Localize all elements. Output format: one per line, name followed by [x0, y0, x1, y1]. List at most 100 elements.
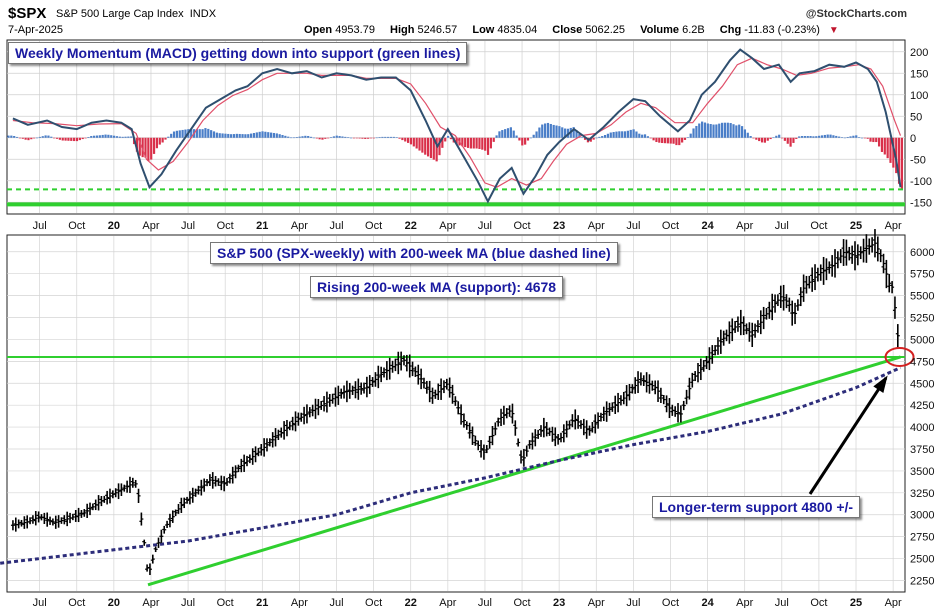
macd-histogram-bar [786, 137, 789, 144]
macd-histogram-bar [852, 135, 855, 138]
macd-histogram-bar [718, 123, 721, 138]
macd-histogram-bar [372, 137, 375, 139]
macd-histogram-bar [849, 136, 852, 138]
macd-histogram-bar [44, 135, 47, 138]
macd-histogram-bar [598, 136, 601, 138]
macd-histogram-bar [606, 133, 610, 138]
macd-histogram-bar [170, 133, 173, 138]
macd-histogram-bar [412, 137, 415, 147]
macd-histogram-bar [124, 136, 127, 138]
macd-histogram-bar [378, 137, 381, 138]
macd-histogram-bar [455, 137, 458, 145]
price-y-tick-label: 2750 [910, 532, 934, 544]
macd-histogram-bar [198, 129, 201, 138]
macd-x-tick-label: 25 [850, 220, 862, 232]
macd-histogram-bar [295, 137, 298, 138]
macd-histogram-bar [692, 128, 695, 138]
macd-histogram-bar [404, 137, 407, 142]
pointer-arrow-head [873, 375, 888, 393]
macd-histogram-bar [603, 135, 607, 138]
macd-histogram-bar [53, 137, 56, 139]
macd-histogram-bar [24, 137, 27, 140]
price-y-axis-labels: 6000 5750 5500 5250 5000 4750 4500 4250 4000 3750… [910, 247, 934, 588]
macd-histogram-bar [161, 137, 164, 143]
macd-histogram-bar [803, 136, 806, 138]
price-y-tick-label: 3250 [910, 488, 934, 500]
macd-histogram-bar [555, 125, 558, 138]
macd-histogram-bar [207, 128, 210, 138]
macd-histogram-bar [327, 137, 330, 139]
price-y-tick-label: 5000 [910, 334, 934, 346]
macd-histogram-bar [289, 137, 293, 139]
macd-histogram-bar [444, 137, 447, 142]
price-x-tick-label: 24 [701, 597, 714, 608]
macd-histogram-bar [429, 137, 433, 159]
macd-histogram-bar [309, 136, 313, 138]
price-y-tick-label: 3500 [910, 466, 934, 478]
macd-histogram-bar [152, 137, 156, 154]
macd-histogram-bar [81, 137, 84, 140]
price-x-tick-label: Apr [439, 597, 456, 608]
macd-histogram-bar [661, 137, 664, 144]
macd-histogram-bar [780, 137, 784, 139]
macd-histogram-bar [352, 137, 355, 139]
macd-histogram-bar [766, 137, 769, 141]
macd-histogram-bar [666, 137, 669, 144]
macd-histogram-bar [315, 137, 318, 139]
price-y-tick-label: 4750 [910, 356, 934, 368]
macd-histogram-bar [110, 135, 113, 138]
signal-line [12, 57, 902, 188]
macd-histogram-bar [284, 135, 287, 138]
macd-histogram-bar [73, 137, 76, 142]
macd-histogram-bar [481, 137, 484, 150]
macd-histogram-bar [792, 137, 795, 143]
macd-x-tick-label: Apr [588, 220, 605, 232]
macd-histogram-bar [529, 137, 532, 139]
macd-histogram-bar [10, 135, 13, 138]
macd-histogram-bar [155, 137, 159, 149]
macd-x-tick-label: Oct [217, 220, 234, 232]
macd-histogram-bar [678, 137, 681, 146]
macd-histogram-bar [449, 137, 453, 140]
volume-readout: Volume 6.2B [640, 24, 705, 36]
macd-histogram-bar [275, 133, 278, 138]
macd-annotation: Weekly Momentum (MACD) getting down into… [8, 42, 468, 64]
macd-x-tick-label: Jul [775, 220, 789, 232]
high-readout: High 5246.57 [390, 24, 458, 36]
macd-histogram-bar [583, 137, 587, 140]
macd-histogram-bar [75, 137, 79, 142]
macd-histogram-bar [521, 137, 524, 146]
macd-histogram-bar [175, 130, 178, 138]
macd-histogram-bar [461, 137, 464, 147]
macd-histogram-bar [181, 129, 184, 138]
change-readout: Chg -11.83 (-0.23%) ▼ [719, 24, 839, 36]
macd-histogram-bar [872, 137, 875, 143]
price-y-tick-label: 4000 [910, 422, 934, 434]
macd-histogram-bar [735, 125, 738, 138]
macd-histogram-bar [601, 136, 604, 138]
macd-histogram-bar [835, 135, 838, 138]
macd-histogram-bar [167, 136, 170, 138]
macd-histogram-bar [746, 132, 749, 138]
macd-y-tick-label: 200 [910, 47, 928, 59]
macd-histogram-bar [623, 131, 627, 138]
macd-histogram-bar [558, 126, 561, 138]
macd-histogram-bar [475, 137, 478, 149]
macd-histogram-bar [635, 131, 638, 138]
price-x-tick-label: Oct [810, 597, 827, 608]
macd-histogram-bar [795, 137, 798, 139]
macd-histogram-bar [398, 137, 401, 139]
price-x-tick-label: Jul [626, 597, 640, 608]
macd-histogram-bar [738, 124, 741, 138]
macd-histogram-bar [563, 128, 567, 138]
price-x-tick-label: Oct [217, 597, 234, 608]
macd-histogram-bar [538, 127, 541, 138]
macd-histogram-bar [638, 133, 641, 138]
macd-histogram-bar [615, 131, 618, 138]
macd-y-tick-label: 0 [910, 133, 916, 145]
macd-histogram-bar [446, 135, 450, 138]
macd-histogram-bar [250, 133, 253, 138]
macd-histogram-bar [244, 134, 247, 138]
macd-histogram-bar [889, 137, 892, 163]
macd-histogram-bar [589, 137, 592, 142]
